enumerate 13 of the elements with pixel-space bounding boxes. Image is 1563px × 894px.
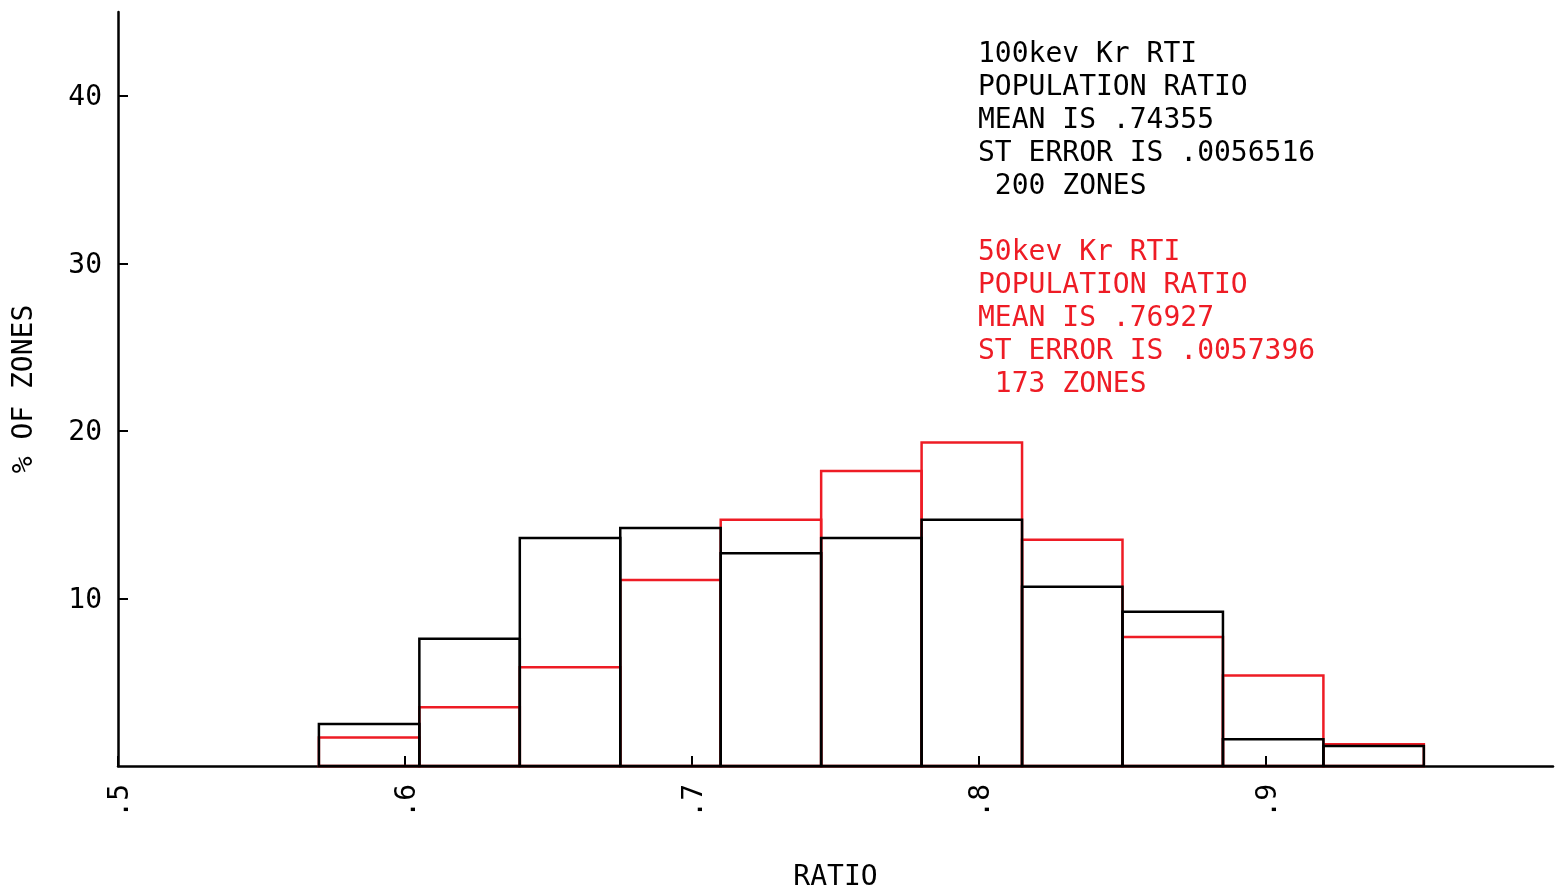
y-tick-label: 20 xyxy=(68,414,102,448)
y-tick-label: 10 xyxy=(68,581,102,615)
annotation: 100kev Kr RTI POPULATION RATIO MEAN IS .74355 ST ERROR IS .0056516 200 ZONES xyxy=(978,36,1316,201)
x-tick-label: .8 xyxy=(962,784,996,818)
annotation: 50kev Kr RTI POPULATION RATIO MEAN IS .76927 ST ERROR IS .0057396 173 ZONES xyxy=(978,234,1316,399)
x-tick-label: .5 xyxy=(101,784,135,818)
x-tick-label: .7 xyxy=(675,784,709,818)
x-tick-label: .6 xyxy=(388,784,422,818)
y-tick-label: 40 xyxy=(68,79,102,113)
x-tick-label: .9 xyxy=(1249,784,1283,818)
x-axis-title: RATIO xyxy=(793,858,878,892)
y-axis-title: % OF ZONES xyxy=(5,304,39,474)
y-tick-label: 30 xyxy=(68,246,102,280)
